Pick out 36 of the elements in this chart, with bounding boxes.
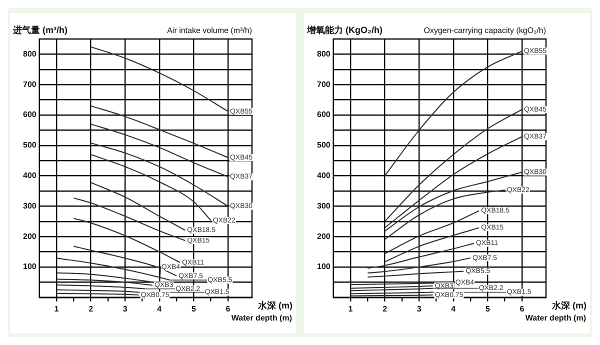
y-tick-label: 200: [22, 231, 37, 240]
x-tick-label: 6: [226, 304, 231, 313]
y-tick-label: 800: [22, 48, 37, 58]
y-axis-title: 增氧能力 (KgO₂/h): [306, 24, 382, 34]
y-tick-label: 600: [316, 110, 331, 119]
x-tick-label: 2: [382, 304, 388, 313]
x-tick-label: 5: [485, 304, 490, 313]
x-tick-label: 1: [348, 304, 354, 313]
y-tick-label: 500: [22, 140, 37, 150]
x-tick-label: 2: [88, 304, 94, 313]
x-tick-label: 6: [520, 304, 525, 313]
x-tick-label: 3: [416, 304, 422, 313]
y-tick-label: 800: [316, 48, 331, 58]
chart-title: Oxygen-carrying capacity (kgO₂/h): [424, 26, 546, 35]
text: 水深 (m): [551, 300, 586, 310]
y-tick-label: 400: [22, 170, 37, 180]
x-tick-label: 1: [54, 304, 60, 313]
x-axis-title: Water depth (m): [231, 313, 292, 322]
y-tick-label: 600: [22, 110, 37, 119]
y-tick-label: 300: [22, 200, 37, 210]
x-axis-title: Water depth (m): [525, 313, 586, 322]
x-tick-label: 3: [122, 304, 128, 313]
y-tick-label: 400: [316, 170, 331, 180]
x-tick-label: 4: [451, 304, 456, 313]
y-tick-label: 200: [316, 231, 331, 240]
y-tick-label: 300: [316, 200, 331, 210]
chart-title: Air intake volume (m³/h): [167, 26, 252, 35]
y-axis-title: 进气量 (m³/h): [12, 24, 68, 34]
y-tick-label: 100: [22, 262, 37, 271]
y-tick-label: 700: [22, 79, 37, 88]
y-tick-label: 700: [316, 79, 331, 88]
y-tick-label: 500: [316, 140, 331, 150]
text: 水深 (m): [257, 300, 292, 310]
x-tick-label: 5: [191, 304, 196, 313]
y-tick-label: 100: [316, 262, 331, 271]
x-tick-label: 4: [157, 304, 162, 313]
